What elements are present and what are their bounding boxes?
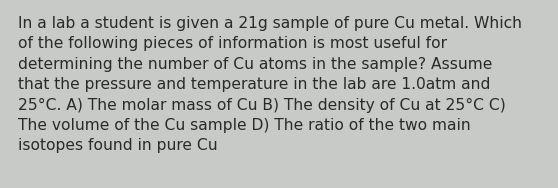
Text: In a lab a student is given a 21g sample of pure Cu metal. Which
of the followin: In a lab a student is given a 21g sample… [18, 16, 522, 153]
